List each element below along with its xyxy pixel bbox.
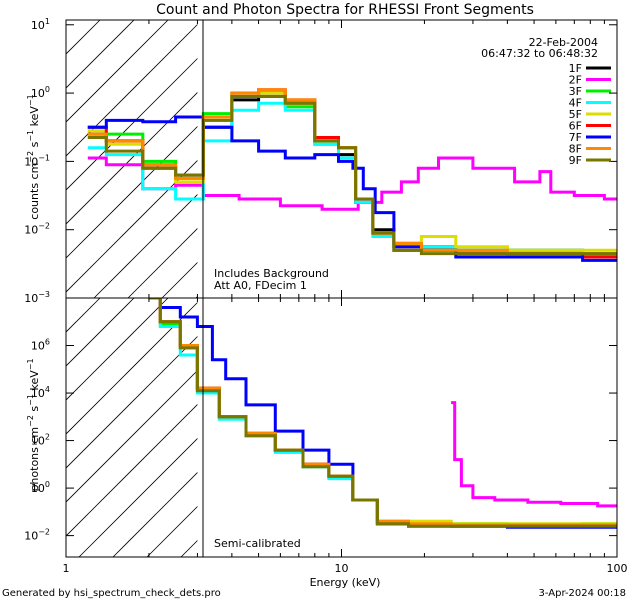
hatch-line [66, 20, 101, 55]
y-tick-label: 10−2 [24, 222, 50, 237]
y-tick-label: 10−3 [24, 290, 50, 305]
background-hatch-bottom [66, 298, 617, 557]
footer-generated-by: Generated by hsi_spectrum_check_dets.pro [2, 588, 221, 599]
date-label: 22-Feb-2004 [529, 36, 598, 49]
hatch-line [66, 298, 135, 367]
legend-label-5F: 5F [569, 108, 582, 121]
count-series-4F [87, 101, 617, 256]
legend-label-6F: 6F [569, 120, 582, 133]
count-series-9F [87, 95, 617, 256]
x-tick-label: 10 [335, 562, 349, 575]
annotation-attenuator: Att A0, FDecim 1 [214, 279, 307, 292]
count-spectra-series [87, 88, 617, 262]
count-y-axis-label: counts cm−2 s−1 keV−1 [26, 94, 41, 219]
legend-label-1F: 1F [569, 62, 582, 75]
hatch-line [66, 20, 203, 157]
y-tick-label: 102 [31, 433, 50, 448]
legend-label-7F: 7F [569, 131, 582, 144]
y-tick-label: 101 [31, 17, 50, 32]
x-axis-label: Energy (keV) [310, 576, 381, 589]
photon-spectra-series [148, 298, 617, 529]
x-tick-label: 100 [607, 562, 628, 575]
hatch-line [66, 20, 169, 123]
photon-series-9F [148, 298, 617, 528]
legend-label-3F: 3F [569, 85, 582, 98]
y-tick-label: 100 [31, 85, 50, 100]
legend-label-4F: 4F [569, 97, 582, 110]
photon-axis-ticks: 1 10 100 10−2 100 102 104 106 [24, 298, 628, 575]
y-tick-label: 106 [31, 338, 50, 353]
y-tick-label: 10−2 [24, 528, 50, 543]
y-tick-label: 104 [31, 385, 50, 400]
annotation-background: Includes Background [214, 267, 329, 280]
chart-title: Count and Photon Spectra for RHESSI Fron… [156, 2, 534, 18]
hatch-line [66, 298, 169, 401]
hatch-line [66, 20, 135, 89]
time-range-label: 06:47:32 to 06:48:32 [481, 47, 598, 60]
hatch-line [66, 298, 237, 469]
legend-label-8F: 8F [569, 143, 582, 156]
y-tick-label: 10−1 [24, 153, 50, 168]
hatch-line [66, 298, 203, 435]
y-tick-label: 100 [31, 480, 50, 495]
photon-y-axis-label: photons cm−2 s−1 keV−1 [26, 358, 41, 491]
legend-label-2F: 2F [569, 74, 582, 87]
photon-series-2F [451, 401, 617, 508]
hatch-mask [197, 298, 617, 557]
annotation-semi-calibrated: Semi-calibrated [214, 537, 301, 550]
legend-label-9F: 9F [569, 154, 582, 167]
x-tick-label: 1 [63, 562, 70, 575]
footer-timestamp: 3-Apr-2024 00:18 [539, 588, 626, 599]
count-axis-ticks: 10−3 10−2 10−1 100 101 [24, 17, 618, 305]
hatch-line [66, 298, 101, 333]
count-series-2F [87, 156, 617, 211]
